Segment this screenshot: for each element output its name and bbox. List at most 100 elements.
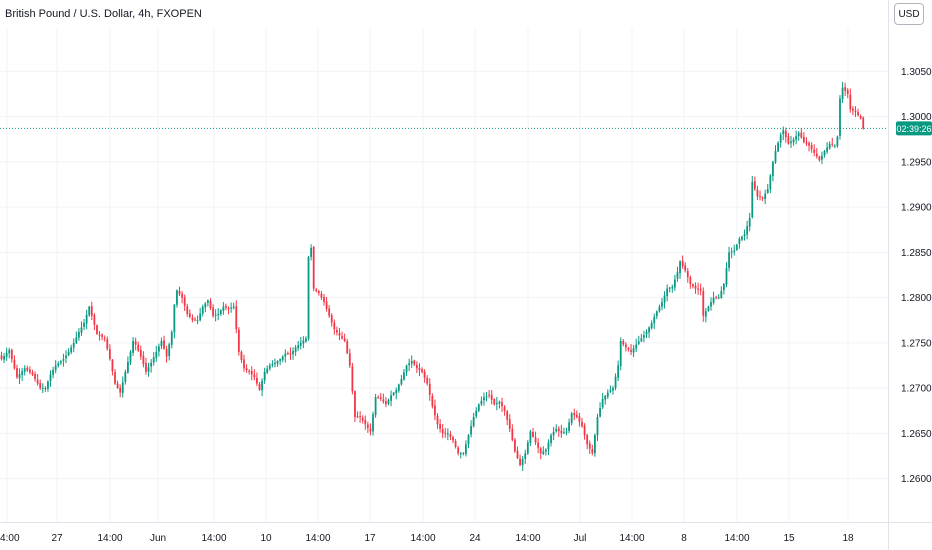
candle-body: [271, 364, 274, 366]
candle-down: [377, 395, 380, 399]
candle-body: [704, 311, 707, 317]
x-tick-label: 10: [260, 533, 272, 544]
candle-body: [317, 291, 320, 294]
candle-body: [707, 306, 710, 311]
candle-body: [594, 435, 596, 454]
candle-body: [403, 372, 405, 380]
candle-down: [286, 351, 289, 355]
candle-body: [279, 359, 282, 362]
candle-body: [382, 399, 385, 402]
candle-body: [444, 432, 447, 434]
candle-down: [818, 155, 821, 162]
candle-body: [826, 147, 828, 152]
candle-body: [196, 320, 199, 322]
candle-up: [741, 235, 743, 242]
candle-down: [361, 415, 364, 424]
time-axis[interactable]: 14:00 27 14:00 Jun 14:00 10 14:00 17 14:00 24 14:0…: [0, 533, 854, 544]
candle-body: [852, 108, 854, 111]
currency-button[interactable]: USD: [894, 3, 924, 25]
candle-body: [47, 381, 49, 389]
candle-up: [542, 446, 545, 456]
candle-body: [139, 349, 142, 357]
candle-body: [129, 351, 132, 363]
chart-title: British Pound / U.S. Dollar, 4h, FXOPEN: [5, 8, 202, 20]
candle-body: [516, 450, 519, 459]
candle-body: [119, 387, 122, 393]
candle-body: [702, 290, 705, 316]
candle-body: [666, 288, 669, 297]
candle-up: [78, 328, 80, 341]
candle-body: [862, 117, 865, 129]
price-axis[interactable]: 1.30500 1.30000 1.29500 1.29000 1.28500 1.280…: [901, 67, 932, 485]
candle-up: [568, 418, 570, 434]
candle-body: [16, 368, 18, 378]
candle-body: [212, 307, 214, 316]
candle-body: [756, 189, 759, 197]
candle-body: [395, 389, 398, 394]
candle-body: [653, 317, 656, 324]
candle-body: [733, 250, 736, 252]
candle-down: [245, 364, 248, 373]
candle-body: [777, 142, 779, 152]
candle-up: [462, 452, 465, 456]
candle-up: [676, 266, 679, 282]
candle-body: [728, 252, 730, 268]
candle-body: [330, 315, 333, 323]
candle-body: [219, 310, 222, 315]
y-tick-label: 1.28500: [901, 248, 932, 259]
candle-down: [366, 421, 369, 433]
y-tick-label: 1.29500: [901, 157, 932, 168]
candle-body: [813, 149, 816, 153]
candle-body: [245, 368, 248, 370]
candle-body: [761, 197, 764, 199]
candle-up: [728, 246, 730, 272]
candle-body: [65, 355, 67, 359]
candle-down: [488, 389, 491, 399]
candle-body: [36, 379, 39, 384]
candle-body: [310, 247, 312, 257]
candle-down: [686, 267, 689, 283]
candle-body: [573, 413, 576, 416]
candle-body: [821, 155, 823, 160]
candle-down: [106, 336, 109, 351]
candle-up: [284, 349, 287, 363]
candle-down: [457, 445, 460, 456]
candle-body: [142, 355, 145, 365]
candle-body: [681, 260, 684, 266]
candle-body: [583, 425, 586, 436]
candle-down: [34, 371, 36, 382]
candle-body: [810, 145, 813, 150]
candle-down: [431, 393, 434, 409]
candle-body: [408, 363, 411, 366]
candle-up: [619, 337, 622, 371]
candle-body: [3, 356, 5, 360]
candle-body: [772, 161, 774, 177]
x-tick-label: 17: [364, 533, 376, 544]
candle-down: [243, 354, 245, 372]
candle-body: [833, 145, 836, 147]
candle-body: [679, 261, 681, 274]
candle-down: [137, 341, 140, 352]
candle-up: [80, 321, 83, 336]
candle-up: [54, 360, 57, 374]
candle-up: [121, 376, 124, 398]
candle-body: [828, 143, 831, 149]
candle-down: [581, 417, 583, 428]
candle-body: [689, 277, 692, 285]
candle-body: [836, 136, 839, 146]
candle-up: [266, 365, 269, 375]
candle-up: [614, 373, 617, 391]
candle-up: [281, 355, 284, 363]
candle-body: [782, 130, 785, 135]
candle-body: [568, 422, 570, 431]
candle-body: [90, 306, 93, 316]
candle-up: [524, 449, 527, 464]
candle-down: [854, 106, 857, 118]
y-tick-label: 1.27500: [901, 338, 932, 349]
candle-body: [452, 437, 454, 441]
candle-down: [31, 369, 34, 377]
candle-body: [800, 132, 803, 138]
candle-body: [746, 226, 749, 235]
candle-body: [268, 365, 271, 369]
